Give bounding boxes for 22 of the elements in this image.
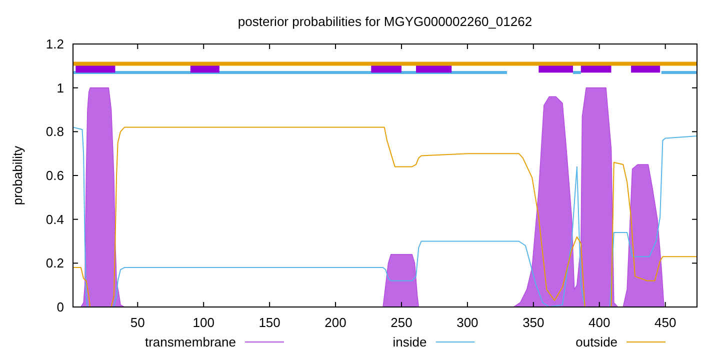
- y-tick-label: 0.2: [46, 256, 64, 271]
- y-tick-label: 0.4: [46, 212, 64, 227]
- y-tick-label: 0.8: [46, 124, 64, 140]
- y-tick-label: 0.6: [46, 168, 64, 184]
- chart-title: posterior probabilities for MGYG000002260_01262: [238, 14, 532, 29]
- x-tick-label: 250: [390, 315, 412, 330]
- legend-label: outside: [576, 334, 618, 350]
- x-tick-label: 200: [324, 315, 346, 330]
- line-series: [72, 126, 698, 308]
- x-tick-label: 300: [456, 315, 478, 330]
- y-tick-label: 1: [56, 80, 64, 96]
- x-tick-label: 350: [522, 315, 544, 330]
- x-tick-label: 450: [654, 315, 676, 330]
- y-tick-label: 1.2: [46, 36, 64, 52]
- y-tick-label: 0: [56, 300, 64, 315]
- legend-label: inside: [392, 334, 427, 350]
- x-tick-label: 400: [588, 315, 610, 330]
- x-tick-label: 100: [192, 315, 214, 330]
- x-tick-label: 50: [130, 315, 145, 330]
- x-tick-label: 150: [258, 315, 280, 330]
- y-axis-title: probability: [10, 145, 25, 206]
- legend-label: transmembrane: [144, 334, 236, 350]
